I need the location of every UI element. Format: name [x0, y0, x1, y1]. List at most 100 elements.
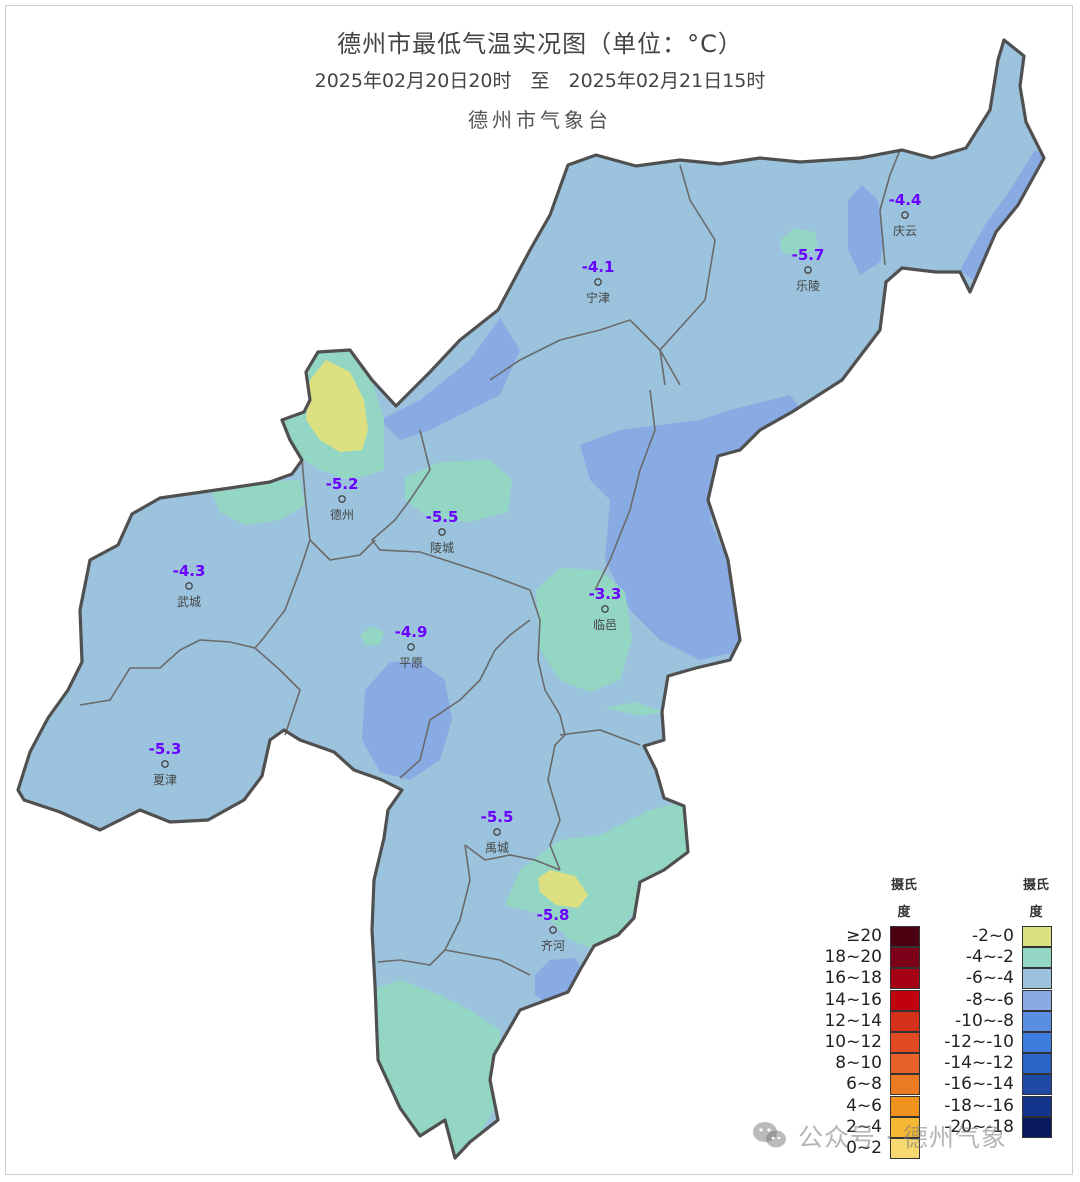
legend-label: 6~8	[846, 1074, 882, 1095]
map-title: 德州市最低气温实况图（单位：°C）	[337, 30, 743, 58]
legend-warm-column: 摄氏 度 ≥20 18~20 16~18 14~16 12~14 10~12 8~10 6~8…	[780, 872, 920, 1162]
legend-label: 4~6	[846, 1095, 882, 1116]
station-7: -4.9 平原	[395, 623, 428, 670]
legend-label: 18~20	[824, 947, 882, 968]
legend-label: -20~-18	[944, 1116, 1014, 1137]
legend-warm-row: 0~2	[780, 1138, 920, 1159]
station-3: -5.2 德州	[326, 475, 359, 522]
station-value: -5.5	[426, 508, 459, 526]
legend-cold-row: -6~-4	[912, 968, 1052, 990]
legend-label: 10~12	[824, 1032, 882, 1052]
station-name: 德州	[330, 507, 354, 522]
station-6: -3.3 临邑	[589, 585, 622, 632]
legend-label: -8~-6	[965, 989, 1014, 1010]
station-name: 乐陵	[796, 279, 820, 293]
legend-unit-label: 度	[1029, 905, 1043, 920]
station-value: -3.3	[589, 585, 622, 603]
station-5: -4.3 武城	[173, 562, 206, 609]
legend-cold-row: -4~-2	[912, 947, 1052, 969]
station-2: -5.7 乐陵	[792, 246, 825, 293]
station-value: -4.4	[889, 191, 922, 209]
legend-cold-row: -8~-6	[912, 989, 1052, 1011]
station-value: -4.3	[173, 562, 206, 580]
legend-warm-row: ≥20	[780, 926, 920, 947]
station-value: -5.7	[792, 246, 825, 264]
city-boundary	[16, 38, 1046, 1160]
station-name: 禹城	[485, 841, 509, 855]
legend-cold-row: -12~-10	[912, 1032, 1052, 1053]
station-name: 武城	[177, 595, 201, 609]
legend-label: -18~-16	[944, 1095, 1014, 1116]
station-value: -5.8	[537, 906, 570, 924]
legend-label: 14~16	[824, 989, 882, 1010]
map-time-range: 2025年02月20日20时 至 2025年02月21日15时	[314, 70, 766, 92]
legend-warm-row: 2~4	[780, 1116, 920, 1138]
station-marker-icon	[493, 828, 501, 836]
station-name: 临邑	[593, 618, 617, 632]
legend-label: 2~4	[846, 1116, 882, 1137]
station-marker-icon	[161, 760, 169, 768]
legend-label: 12~14	[824, 1010, 882, 1031]
legend-cold-row: -14~-12	[912, 1053, 1052, 1075]
legend-label: -4~-2	[965, 947, 1014, 968]
legend-warm-row: 14~16	[780, 989, 920, 1011]
legend-swatch	[890, 926, 920, 947]
legend-cold-row: -16~-14	[912, 1074, 1052, 1096]
legend-swatch	[1022, 926, 1052, 947]
station-4: -5.5 陵城	[426, 508, 459, 555]
legend-label: -14~-12	[944, 1053, 1014, 1074]
county-boundaries	[79, 149, 901, 976]
legend-cold-row: -20~-18	[912, 1116, 1052, 1138]
station-0: -4.4 庆云	[889, 191, 922, 238]
legend-warm-row: 8~10	[780, 1053, 920, 1075]
station-value: -5.2	[326, 475, 359, 493]
station-name: 宁津	[586, 290, 610, 305]
legend-warm-row: 4~6	[780, 1095, 920, 1117]
legend-cold-row: -18~-16	[912, 1095, 1052, 1117]
station-marker-icon	[338, 495, 346, 503]
legend-swatch	[1022, 1053, 1052, 1075]
legend-label: -16~-14	[944, 1074, 1014, 1095]
station-8: -5.3 夏津	[149, 740, 182, 787]
station-marker-icon	[594, 278, 602, 286]
station-value: -4.1	[582, 258, 615, 276]
legend-swatch	[890, 1095, 920, 1117]
legend-unit-label: 摄氏	[890, 878, 917, 893]
watermark: 公众号 · 德州气象	[798, 1123, 1007, 1152]
wechat-icon	[753, 1122, 786, 1148]
legend-label: ≥20	[846, 926, 882, 946]
legend-swatch	[890, 968, 920, 990]
legend-warm-row: 12~14	[780, 1010, 920, 1032]
map-agency: 德州市气象台	[468, 108, 612, 132]
legend-swatch	[890, 1116, 920, 1138]
legend-cold-column: 摄氏 度 -2~0 -4~-2 -6~-4 -8~-6 -10~-8 -12~-10 -14…	[912, 872, 1052, 1162]
legend-warm-row: 18~20	[780, 947, 920, 969]
legend-label: -2~0	[971, 926, 1014, 946]
stations-layer: -4.4 庆云 -4.1 宁津 -5.7 乐陵 -5.2 德州 -5.5 陵城 -4.3 武城 -3.3…	[149, 191, 922, 953]
legend-swatch	[1022, 1095, 1052, 1117]
legend-swatch	[890, 1053, 920, 1075]
station-1: -4.1 宁津	[582, 258, 615, 305]
legend-warm-row: 6~8	[780, 1074, 920, 1096]
station-name: 庆云	[893, 224, 917, 238]
station-marker-icon	[185, 582, 193, 590]
station-name: 夏津	[153, 773, 177, 787]
legend-swatch	[1022, 1074, 1052, 1096]
legend-swatch	[1022, 1116, 1052, 1138]
legend-unit-label: 摄氏	[1022, 878, 1049, 893]
legend-unit-label: 度	[897, 905, 911, 920]
station-9: -5.5 禹城	[481, 808, 514, 855]
legend-warm-row: 10~12	[780, 1032, 920, 1053]
station-name: 平原	[399, 656, 423, 670]
station-name: 齐河	[541, 938, 565, 953]
legend-swatch	[1022, 947, 1052, 969]
legend-cold-row: -10~-8	[912, 1010, 1052, 1032]
legend-label: -12~-10	[944, 1032, 1014, 1052]
legend-swatch	[890, 989, 920, 1011]
legend-warm-row: 16~18	[780, 968, 920, 990]
legend-swatch	[890, 1010, 920, 1032]
station-marker-icon	[601, 605, 609, 613]
legend-swatch	[1022, 1032, 1052, 1053]
station-marker-icon	[407, 643, 415, 651]
